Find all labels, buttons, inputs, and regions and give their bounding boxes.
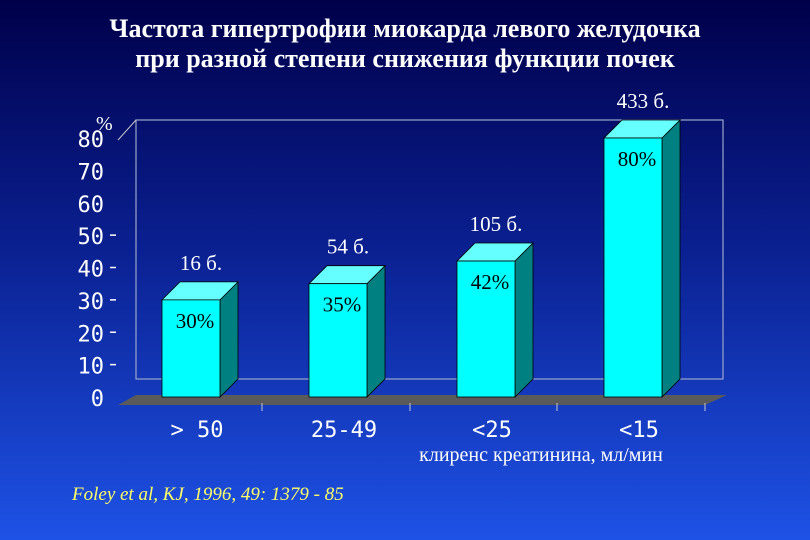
chart-title: Частота гипертрофии миокарда левого желу… xyxy=(0,14,810,74)
bar-count-label: 16 б. xyxy=(180,251,222,275)
y-axis-label: % xyxy=(96,113,113,135)
bar-count-label: 433 б. xyxy=(617,89,670,113)
y-tick-label: 30 xyxy=(78,290,105,315)
bar-count-label: 54 б. xyxy=(327,235,369,259)
bar xyxy=(456,242,534,398)
y-tick-label: 40 xyxy=(78,258,105,283)
bar-front xyxy=(603,137,663,398)
bar-value-label: 35% xyxy=(323,293,362,317)
bars xyxy=(161,119,681,398)
bar-count-label: 105 б. xyxy=(470,212,523,236)
bar-front xyxy=(161,299,221,398)
bar-front xyxy=(456,260,516,398)
citation: Foley et al, KJ, 1996, 49: 1379 - 85 xyxy=(72,484,344,505)
y-tick-label: 50 xyxy=(78,225,105,250)
data-labels: 30% 16 б. 35% 54 б. 42% 105 б. 80% 433 б. xyxy=(176,89,670,333)
y-tick-label: 70 xyxy=(78,160,105,185)
chart-floor xyxy=(118,395,727,405)
x-tick-label: 25-49 xyxy=(311,418,377,443)
x-axis-label: клиренс креатинина, мл/мин xyxy=(419,444,663,466)
bar-side xyxy=(514,242,534,398)
y-axis: 0 10 20 30 40 50 60 70 80% xyxy=(78,113,137,412)
bar-value-label: 30% xyxy=(176,309,215,333)
bar xyxy=(161,280,239,398)
chart-back-wall xyxy=(135,119,724,380)
y-tick-label: 60 xyxy=(78,193,105,218)
bar-side xyxy=(661,119,681,398)
x-tick-label: <15 xyxy=(619,418,659,443)
y-tick-label: 20 xyxy=(78,322,105,347)
x-tick-label: > 50 xyxy=(171,418,224,443)
floor-plane xyxy=(118,395,727,405)
y-axis-guide xyxy=(117,119,137,141)
title-line-1: Частота гипертрофии миокарда левого желу… xyxy=(109,14,701,43)
bar-side xyxy=(219,280,239,398)
back-wall-frame xyxy=(135,119,724,380)
title-line-2: при разной степени снижения функции поче… xyxy=(135,44,675,73)
bar-value-label: 42% xyxy=(471,270,510,294)
x-tick-label: <25 xyxy=(472,418,512,443)
bar-value-label: 80% xyxy=(618,147,657,171)
bar-side xyxy=(366,264,386,398)
y-tick-label: 80 xyxy=(78,128,105,153)
y-tick-label: 0 xyxy=(91,387,104,412)
bar xyxy=(308,264,386,398)
bar-front xyxy=(308,283,368,398)
y-tick-label: 10 xyxy=(78,355,105,380)
bar xyxy=(603,119,681,398)
